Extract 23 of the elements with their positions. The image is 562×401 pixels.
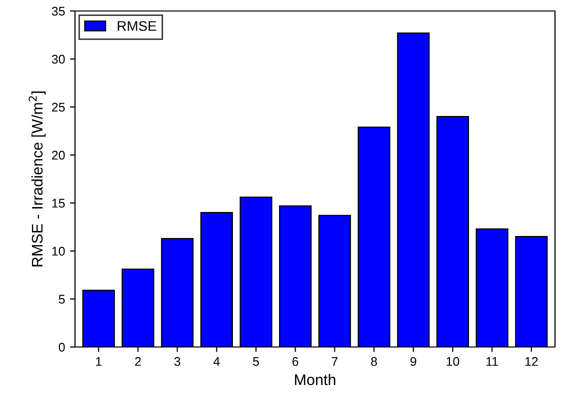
x-tick-label: 7 [332, 357, 338, 366]
x-tick-label: 6 [292, 357, 298, 366]
y-tick-label: 30 [52, 54, 65, 64]
x-tick-label: 12 [525, 357, 538, 366]
y-axis-title: RMSE - Irradience [W/m$^{2}$] [28, 92, 46, 266]
y-tick-label: 0 [58, 342, 65, 352]
x-tick-label: 4 [213, 357, 220, 366]
x-tick-label: 10 [446, 357, 460, 366]
x-axis-title: Month [295, 374, 336, 386]
x-tick-label: 2 [135, 357, 141, 366]
x-tick-label: 5 [253, 357, 259, 366]
x-tick-label: 9 [410, 357, 416, 366]
y-tick-label: 10 [52, 246, 65, 256]
x-tick-label: 3 [174, 357, 180, 366]
y-tick-label: 25 [52, 102, 65, 112]
x-tick-label: 8 [371, 357, 377, 366]
x-tick-label: 1 [96, 357, 102, 366]
y-tick-label: 35 [52, 6, 65, 16]
x-tick-label: 11 [486, 357, 498, 366]
legend-label: RMSE [118, 21, 156, 31]
y-tick-label: 15 [52, 198, 65, 208]
y-tick-label: 20 [52, 150, 65, 160]
y-tick-label: 5 [58, 294, 65, 304]
